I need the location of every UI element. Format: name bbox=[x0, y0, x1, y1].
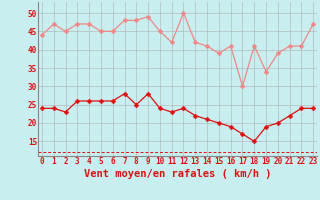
X-axis label: Vent moyen/en rafales ( km/h ): Vent moyen/en rafales ( km/h ) bbox=[84, 169, 271, 179]
